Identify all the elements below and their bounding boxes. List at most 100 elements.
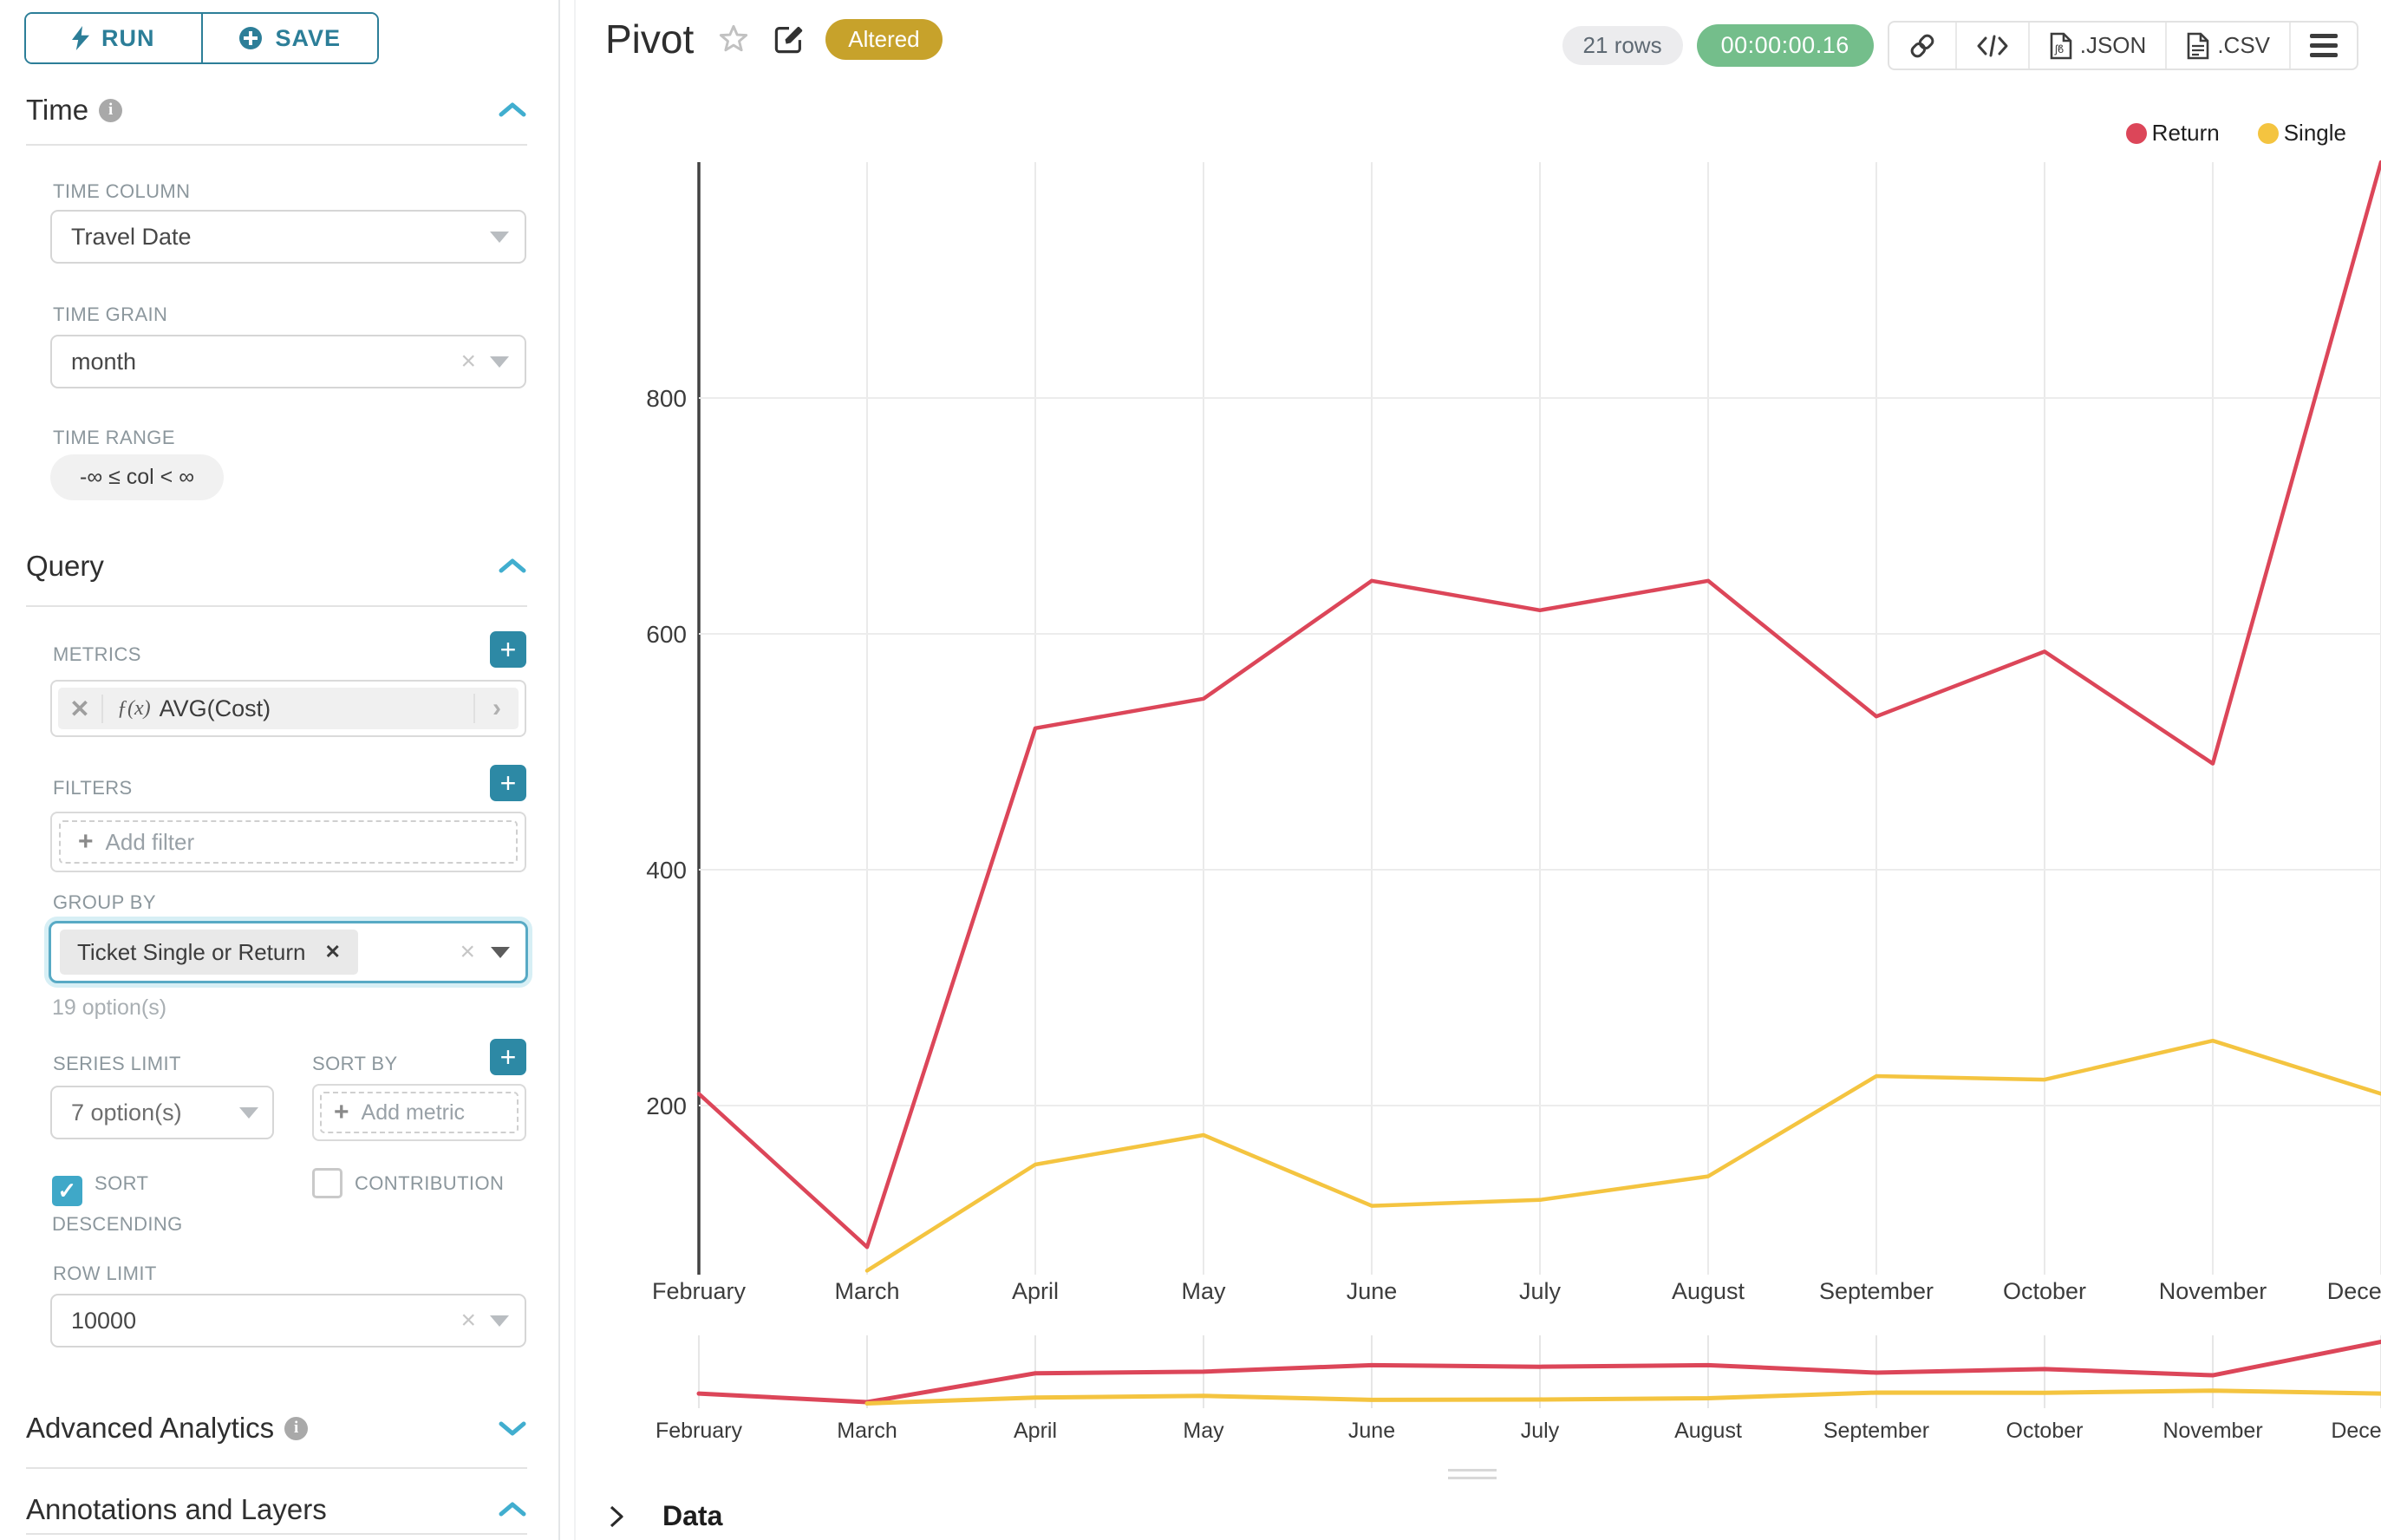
series-limit-value: 7 option(s)	[71, 1099, 182, 1126]
time-column-label: TIME COLUMN	[53, 180, 191, 202]
chevron-down-icon[interactable]	[498, 1419, 527, 1437]
panel-resize-handle[interactable]	[1448, 1469, 1497, 1485]
clear-icon[interactable]: ×	[460, 1306, 476, 1334]
mini-x-tick-label: August	[1674, 1419, 1742, 1443]
x-tick-label: July	[1519, 1278, 1562, 1304]
group-by-pill[interactable]: Ticket Single or Return ✕	[60, 930, 358, 975]
clear-icon[interactable]: ×	[460, 937, 475, 966]
contribution-checkbox-row[interactable]: CONTRIBUTION	[312, 1165, 538, 1202]
y-tick-label: 600	[646, 621, 687, 648]
row-count-badge: 21 rows	[1562, 26, 1683, 65]
sort-descending-checkbox-row[interactable]: ✓ SORT DESCENDING	[52, 1165, 251, 1243]
time-range-label: TIME RANGE	[53, 427, 175, 448]
return-legend-dot	[2125, 122, 2147, 144]
row-limit-label: ROW LIMIT	[53, 1263, 157, 1284]
function-icon: ƒ(x)	[117, 696, 151, 720]
sort-descending-checkbox[interactable]: ✓	[52, 1175, 82, 1206]
advanced-analytics-section-header[interactable]: Advanced Analytics i	[26, 1412, 527, 1445]
edit-properties-icon[interactable]	[773, 23, 805, 55]
favorite-star-icon[interactable]	[718, 23, 749, 55]
x-tick-label: March	[834, 1278, 899, 1304]
advanced-analytics-title: Advanced Analytics	[26, 1412, 275, 1444]
time-grain-label: TIME GRAIN	[53, 303, 168, 325]
query-duration-badge: 00:00:00.16	[1696, 24, 1874, 67]
svg-text:ʃϐ: ʃϐ	[2054, 42, 2064, 55]
info-icon: i	[99, 98, 123, 122]
code-icon	[1977, 35, 2008, 56]
sort-by-label: SORT BY	[312, 1053, 398, 1074]
line-chart[interactable]: February March April May June July August Septe…	[564, 113, 2381, 1309]
export-toolbar: ʃϐ .JSON .CSV	[1887, 21, 2358, 70]
export-csv-button[interactable]: .CSV	[2165, 23, 2289, 69]
time-section-header[interactable]: Time i	[26, 94, 527, 127]
control-panel-sidebar: RUN SAVE Time i TIME COLUMN Travel Date …	[0, 0, 559, 1540]
export-json-label: .JSON	[2079, 32, 2147, 58]
return-series-line	[696, 160, 2381, 1250]
chevron-down-icon	[490, 231, 509, 243]
contribution-checkbox[interactable]	[312, 1168, 342, 1198]
chevron-right-icon[interactable]: ›	[473, 694, 519, 723]
row-limit-value: 10000	[71, 1307, 137, 1334]
add-sort-metric-button[interactable]: + Add metric	[320, 1092, 519, 1133]
save-button-label: SAVE	[275, 24, 342, 51]
x-tick-label: April	[1012, 1278, 1059, 1304]
x-tick-label: November	[2159, 1278, 2267, 1304]
plus-icon: +	[334, 1098, 349, 1126]
data-panel-toggle[interactable]: Data	[607, 1500, 722, 1532]
add-filter-label: Add filter	[105, 828, 195, 855]
mini-x-tick-label: December	[2331, 1419, 2381, 1443]
chevron-down-icon	[491, 946, 510, 958]
link-icon	[1910, 34, 1934, 57]
annotations-section-header[interactable]: Annotations and Layers	[26, 1493, 527, 1526]
export-json-button[interactable]: ʃϐ .JSON	[2027, 23, 2166, 69]
add-filter-button[interactable]: + Add filter	[59, 820, 518, 864]
mini-x-tick-label: March	[837, 1419, 897, 1443]
export-csv-label: .CSV	[2217, 32, 2270, 58]
divider	[26, 144, 527, 146]
save-button[interactable]: SAVE	[200, 14, 377, 62]
query-section-title: Query	[26, 550, 104, 582]
chevron-down-icon	[490, 356, 509, 368]
run-button[interactable]: RUN	[26, 14, 201, 62]
run-save-button-group: RUN SAVE	[24, 12, 379, 64]
group-by-select[interactable]: Ticket Single or Return ✕ ×	[49, 921, 528, 983]
query-section-header[interactable]: Query	[26, 550, 527, 583]
divider	[26, 1467, 527, 1469]
chevron-up-icon[interactable]	[498, 558, 527, 575]
add-filter-plus-button[interactable]: +	[490, 765, 526, 801]
series-limit-label: SERIES LIMIT	[53, 1053, 181, 1074]
sort-descending-label: SORT DESCENDING	[52, 1172, 183, 1235]
clear-icon[interactable]: ×	[460, 347, 476, 375]
context-brush-chart[interactable]: February March April May June July August Septe…	[564, 1328, 2381, 1450]
x-tick-label: August	[1672, 1278, 1745, 1304]
x-tick-label: October	[2003, 1278, 2086, 1304]
time-section-title: Time	[26, 94, 89, 126]
sort-by-control: + Add metric	[312, 1084, 526, 1141]
series-limit-select[interactable]: 7 option(s)	[50, 1086, 274, 1139]
copy-link-button[interactable]	[1889, 23, 1955, 69]
chart-menu-button[interactable]	[2289, 23, 2357, 69]
time-column-select[interactable]: Travel Date	[50, 210, 526, 264]
altered-badge[interactable]: Altered	[825, 18, 943, 60]
mini-x-tick-label: February	[656, 1419, 743, 1443]
time-grain-select[interactable]: month ×	[50, 335, 526, 388]
group-by-value: Ticket Single or Return	[77, 938, 306, 965]
add-sort-metric-plus-button[interactable]: +	[490, 1039, 526, 1075]
json-file-icon: ʃϐ	[2050, 32, 2072, 59]
remove-metric-icon[interactable]: ✕	[58, 694, 103, 723]
legend-item-return[interactable]: Return	[2125, 120, 2220, 147]
chevron-up-icon[interactable]	[498, 101, 527, 119]
row-limit-select[interactable]: 10000 ×	[50, 1294, 526, 1348]
chevron-up-icon[interactable]	[498, 1501, 527, 1518]
chart-panel: Pivot Altered 21 rows 00:00:00.16	[576, 0, 2381, 1540]
sidebar-border	[558, 0, 560, 1540]
metric-pill[interactable]: ✕ ƒ(x) AVG(Cost) ›	[58, 688, 519, 729]
legend-item-single[interactable]: Single	[2257, 120, 2346, 147]
metrics-control: ✕ ƒ(x) AVG(Cost) ›	[50, 680, 526, 737]
divider	[26, 1533, 527, 1535]
remove-group-by-icon[interactable]: ✕	[324, 941, 341, 962]
time-range-pill[interactable]: -∞ ≤ col < ∞	[50, 454, 225, 500]
view-query-button[interactable]	[1954, 23, 2028, 69]
add-metric-plus-button[interactable]: +	[490, 631, 526, 668]
annotations-title: Annotations and Layers	[26, 1493, 327, 1525]
